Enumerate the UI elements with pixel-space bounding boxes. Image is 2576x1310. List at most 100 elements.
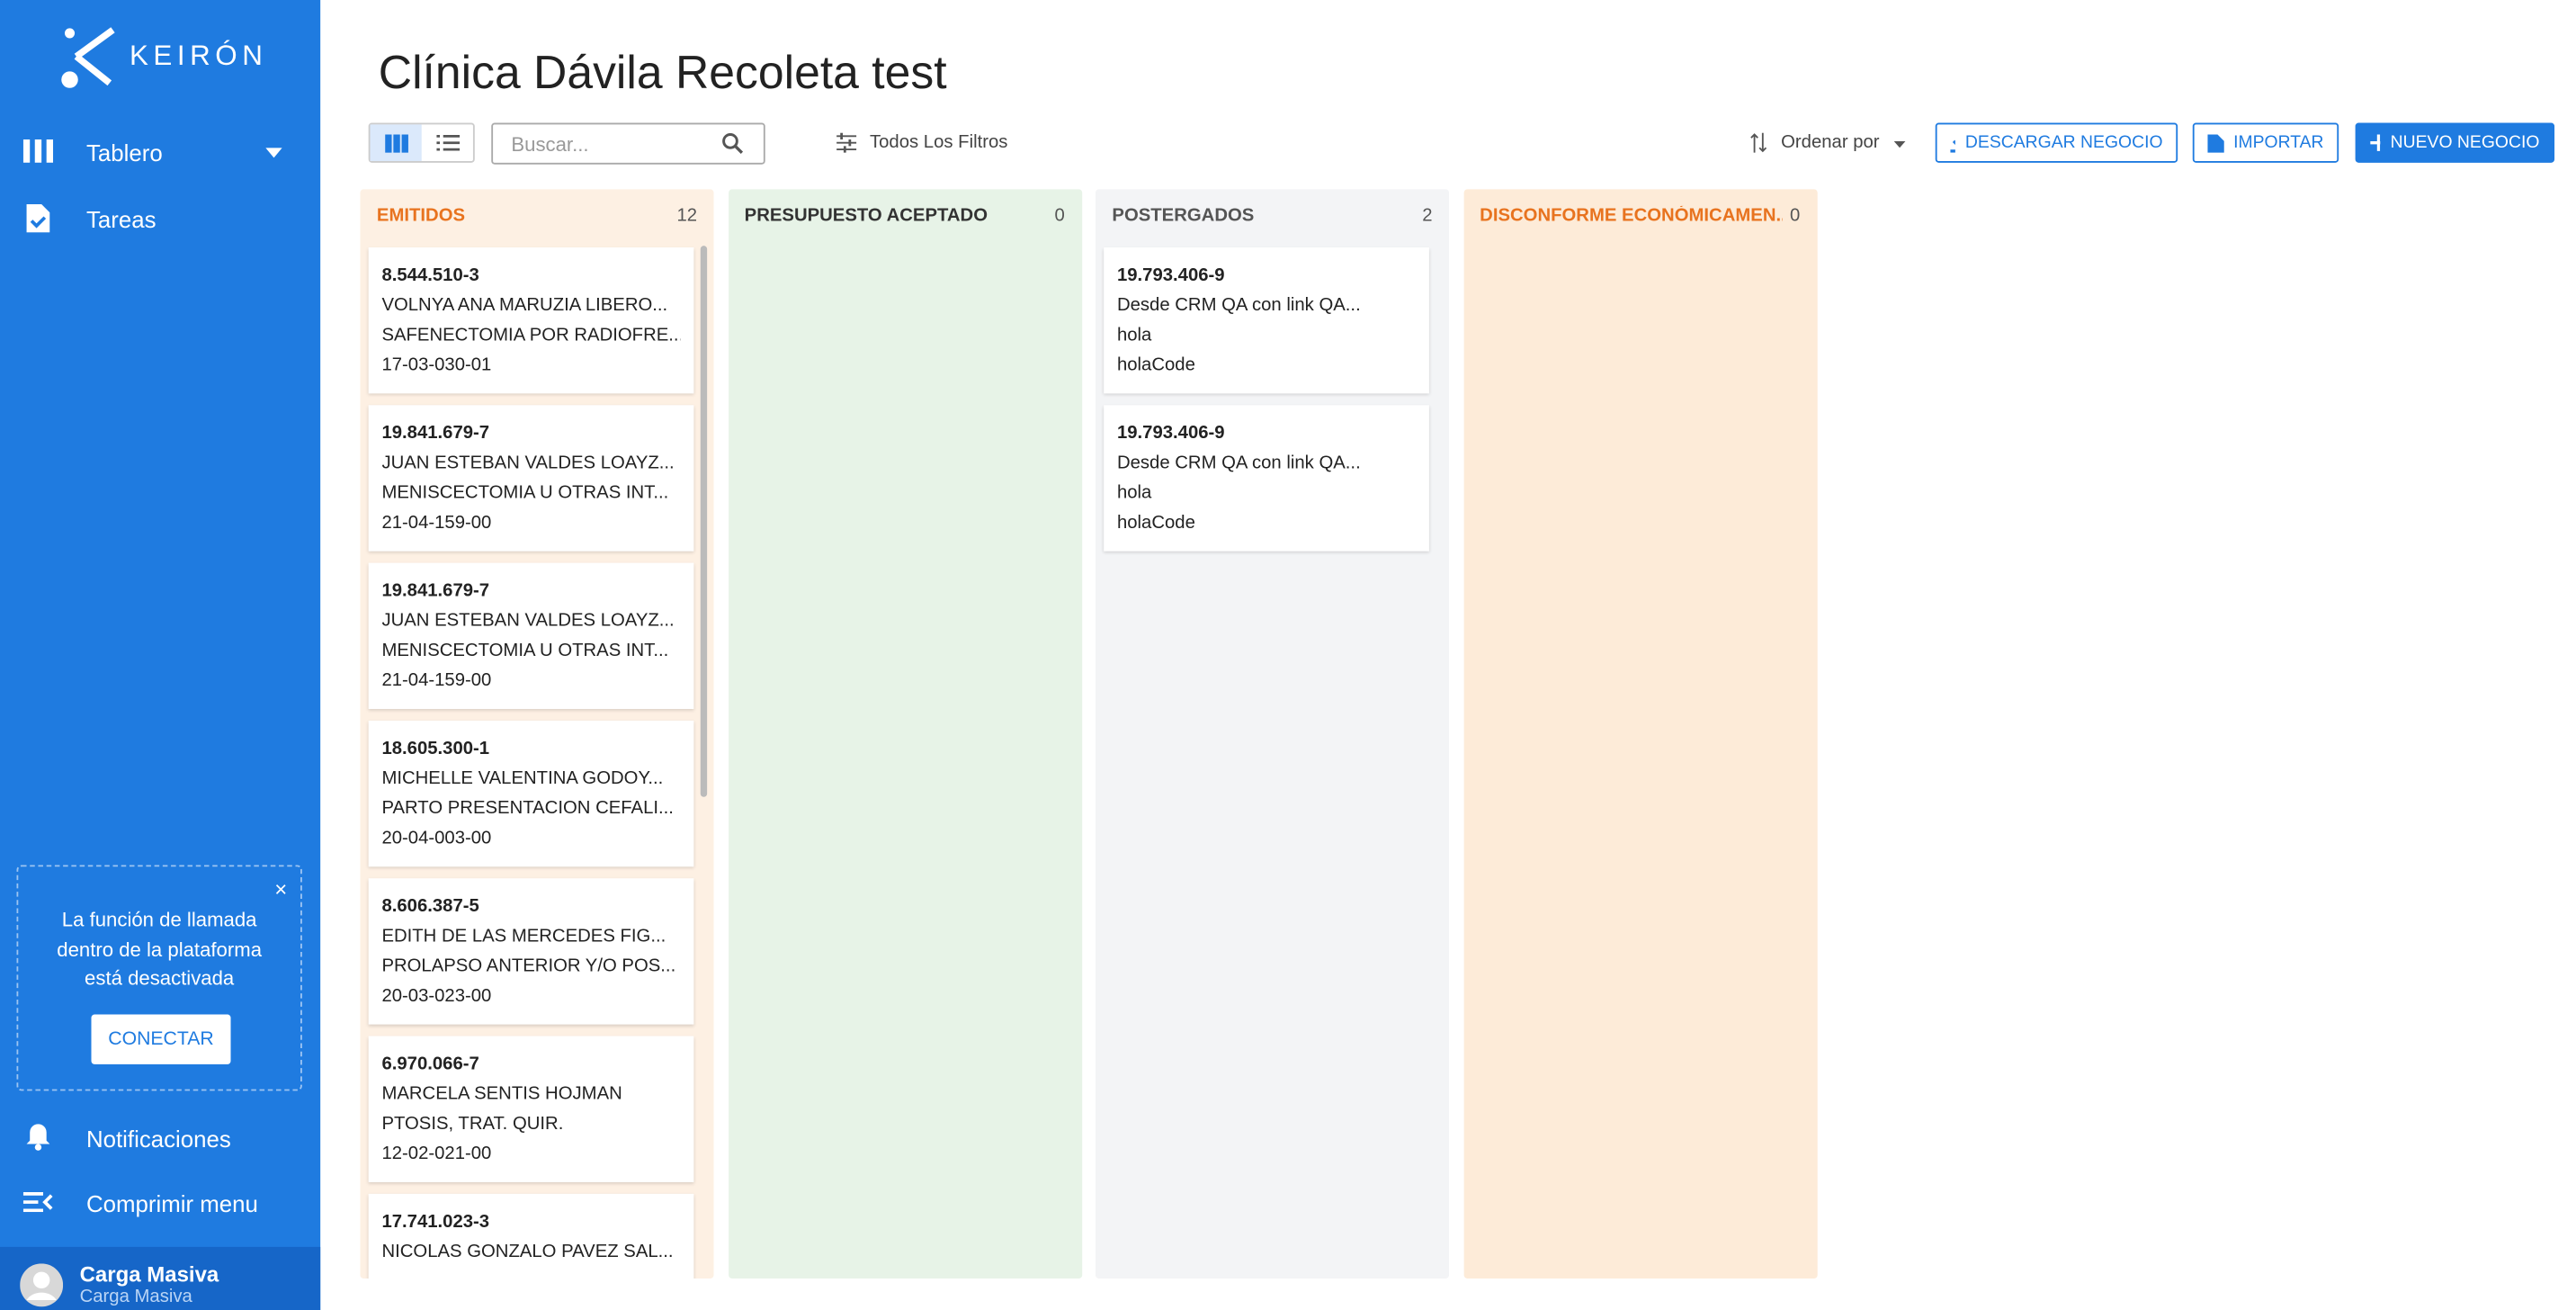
search-placeholder: Buscar...: [511, 132, 589, 157]
card-line: 8.606.387-5: [381, 896, 479, 917]
column-count: 0: [1054, 205, 1065, 226]
card-line: NICOLAS GONZALO PAVEZ SAL...: [381, 1242, 674, 1262]
card-line: hola: [1116, 483, 1152, 504]
card-line: 12-02-021-00: [381, 1144, 492, 1164]
card-line: 21-04-159-00: [381, 670, 492, 691]
card[interactable]: 8.606.387-5 EDITH DE LAS MERCEDES FIG... P…: [368, 878, 694, 1025]
button-icon: [1950, 139, 1955, 152]
user-bar[interactable]: Carga Masiva Carga Masiva: [0, 1246, 321, 1310]
column-header: PRESUPUESTO ACEPTADO 0: [745, 206, 1065, 226]
card-line: holaCode: [1116, 513, 1195, 534]
card-line: holaCode: [1116, 354, 1195, 376]
card-line: 19.793.406-9: [1116, 423, 1225, 444]
card[interactable]: 8.544.510-3 VOLNYA ANA MARUZIA LIBERO... S…: [368, 247, 694, 394]
page-title: Clínica Dávila Recoleta test: [378, 46, 947, 98]
toolbar-button[interactable]: NUEVO NEGOCIO: [2355, 122, 2555, 163]
scrollbar: [700, 246, 708, 797]
view-toggle: [368, 122, 475, 163]
card[interactable]: 19.841.679-7 JUAN ESTEBAN VALDES LOAYZ...…: [368, 405, 694, 552]
card-line: Desde CRM QA con link QA...: [1116, 453, 1361, 473]
card-line: Desde CRM QA con link QA...: [1116, 295, 1361, 316]
card-line: VOLNYA ANA MARUZIA LIBERO...: [381, 295, 668, 316]
card-line: MARCELA SENTIS HOJMAN: [381, 1084, 622, 1105]
column-title: POSTERGADOS: [1112, 205, 1255, 226]
toolbar-button[interactable]: DESCARGAR NEGOCIO: [1935, 122, 2178, 163]
card-line: MENISCECTOMIA U OTRAS INT...: [381, 641, 669, 661]
card-line: MENISCECTOMIA U OTRAS INT...: [381, 483, 669, 504]
task-icon: [26, 203, 50, 233]
sort-icon: [1750, 132, 1767, 153]
column: EMITIDOS 12 8.544.510-3 VOLNYA ANA MARUZIA …: [360, 189, 714, 1279]
card-line: 8.544.510-3: [381, 265, 479, 286]
card-line: 17-03-030-01: [381, 354, 492, 376]
filter-icon: [836, 132, 857, 153]
menu-item[interactable]: Tablero: [85, 139, 163, 166]
card-line: JUAN ESTEBAN VALDES LOAYZ...: [381, 453, 675, 473]
bell-icon: [26, 1124, 50, 1151]
card-line: 20-03-023-00: [381, 986, 492, 1007]
notice-text: La función de llamada dentro de la plata…: [57, 908, 263, 990]
card-line: PROLAPSO ANTERIOR Y/O POS...: [381, 956, 676, 977]
button-label: DESCARGAR NEGOCIO: [1964, 132, 2163, 153]
logo-icon: [61, 27, 115, 88]
card-line: EDITH DE LAS MERCEDES FIG...: [381, 926, 666, 947]
list-view[interactable]: [422, 124, 473, 161]
card[interactable]: 18.605.300-1 MICHELLE VALENTINA GODOY... P…: [368, 720, 694, 867]
card-line: MICHELLE VALENTINA GODOY...: [381, 768, 664, 789]
card-line: 19.793.406-9: [1116, 265, 1225, 286]
caret: [265, 148, 282, 158]
column-count: 12: [676, 205, 698, 226]
column-title: EMITIDOS: [376, 205, 466, 226]
toolbar-button[interactable]: IMPORTAR: [2192, 122, 2339, 163]
card-line: PARTO PRESENTACION CEFALI...: [381, 798, 674, 819]
column: POSTERGADOS 2 19.793.406-9 Desde CRM QA con…: [1095, 189, 1450, 1279]
column-count: 0: [1790, 205, 1801, 226]
card[interactable]: 19.793.406-9 Desde CRM QA con link QA... h…: [1104, 247, 1429, 394]
menu-item[interactable]: Notificaciones: [85, 1126, 231, 1153]
column-title: PRESUPUESTO ACEPTADO: [744, 205, 988, 226]
logo-text: KEIRÓN: [129, 40, 268, 72]
board-view[interactable]: [370, 124, 422, 162]
list-icon: [435, 134, 460, 151]
button-label: IMPORTAR: [2233, 132, 2324, 153]
card-line: SAFENECTOMIA POR RADIOFRE...: [381, 325, 681, 345]
menu-item[interactable]: Comprimir menu: [85, 1190, 258, 1217]
column-title: DISCONFORME ECONÓMICAMEN...: [1480, 205, 1784, 226]
close[interactable]: ×: [274, 876, 288, 902]
notice: × La función de llamada dentro de la pla…: [16, 865, 302, 1091]
column-count: 2: [1422, 205, 1433, 226]
card-line: 18.605.300-1: [381, 739, 490, 759]
caret: [1893, 140, 1906, 148]
connect-button[interactable]: CONECTAR: [91, 1014, 231, 1064]
sidebar: KEIRÓN Tablero Tareas × La función de ll…: [0, 0, 321, 1310]
column-header: DISCONFORME ECONÓMICAMEN... 0: [1480, 206, 1800, 226]
card[interactable]: 19.841.679-7 JUAN ESTEBAN VALDES LOAYZ...…: [368, 562, 694, 709]
button-icon: [2370, 133, 2381, 151]
card-line: 19.841.679-7: [381, 423, 490, 444]
user-role: Carga Masiva: [79, 1287, 192, 1307]
user-name: Carga Masiva: [79, 1261, 219, 1288]
collapse-icon: [22, 1191, 53, 1213]
board-icon: [384, 133, 408, 152]
sort[interactable]: Ordenar por: [1781, 132, 1880, 153]
card[interactable]: 17.741.023-3 NICOLAS GONZALO PAVEZ SAL...: [368, 1193, 694, 1279]
column: DISCONFORME ECONÓMICAMEN... 0: [1462, 189, 1817, 1279]
card[interactable]: 19.793.406-9 Desde CRM QA con link QA... h…: [1104, 405, 1429, 552]
menu-item[interactable]: Tareas: [85, 205, 157, 233]
card-line: hola: [1116, 325, 1152, 345]
board-icon: [22, 139, 54, 163]
button-label: NUEVO NEGOCIO: [2390, 132, 2540, 153]
card-line: 17.741.023-3: [381, 1212, 490, 1233]
column: PRESUPUESTO ACEPTADO 0: [728, 189, 1082, 1279]
column-header: EMITIDOS 12: [377, 206, 697, 226]
search-icon: [722, 133, 744, 154]
search[interactable]: Buscar...: [491, 122, 765, 165]
card-line: JUAN ESTEBAN VALDES LOAYZ...: [381, 611, 675, 632]
card-line: 6.970.066-7: [381, 1054, 479, 1074]
card[interactable]: 6.970.066-7 MARCELA SENTIS HOJMAN PTOSIS, …: [368, 1036, 694, 1182]
card-line: PTOSIS, TRAT. QUIR.: [381, 1114, 564, 1135]
filters[interactable]: Todos Los Filtros: [869, 132, 1008, 153]
avatar: [20, 1263, 64, 1307]
